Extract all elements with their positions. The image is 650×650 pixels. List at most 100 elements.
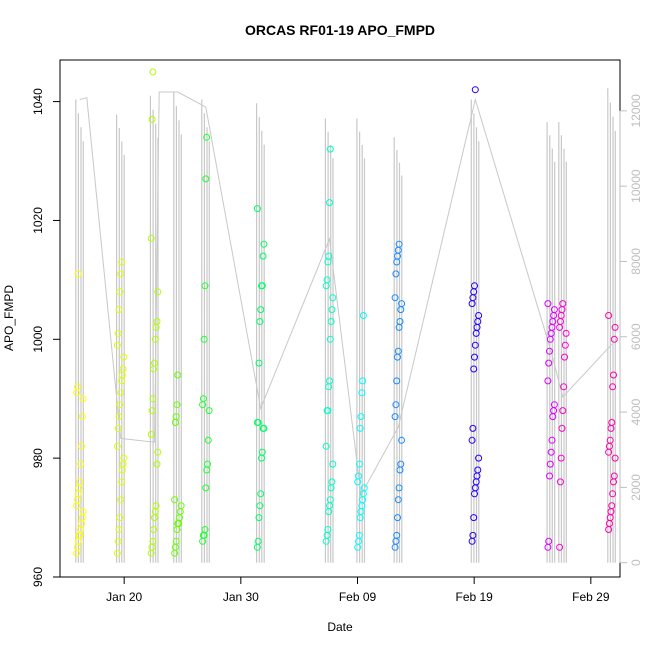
data-point: [202, 484, 210, 492]
data-point: [394, 496, 402, 504]
data-point: [326, 377, 333, 385]
y-tick-label: 960: [31, 567, 45, 587]
data-point: [200, 335, 208, 343]
y-axis-right: 0 2000 4000 6000 8000 10000 12000: [619, 94, 643, 566]
data-point: [113, 442, 121, 450]
data-point: [117, 270, 125, 278]
y-tick-label: 980: [31, 448, 45, 468]
data-point: [557, 454, 565, 462]
data-point: [356, 424, 364, 432]
data-point: [74, 270, 82, 278]
data-point: [177, 502, 185, 510]
data-point: [202, 175, 210, 183]
data-point: [201, 526, 209, 533]
data-point: [116, 401, 124, 409]
data-point: [471, 341, 479, 349]
data-point: [326, 335, 334, 343]
data-point: [322, 442, 330, 450]
data-point: [392, 270, 400, 278]
data-point: [256, 318, 264, 325]
data-point: [355, 531, 363, 539]
data-point: [605, 312, 613, 319]
data-point: [154, 448, 162, 456]
data-point: [357, 413, 365, 421]
data-point: [204, 436, 212, 444]
data-point: [120, 353, 128, 361]
data-point: [556, 478, 564, 486]
x-tick-label: Feb 29: [572, 590, 610, 604]
data-point: [358, 389, 366, 397]
y2-tick-label: 6000: [629, 323, 643, 350]
data-point: [323, 276, 331, 284]
data-point: [201, 282, 209, 290]
data-point: [115, 306, 123, 314]
data-point: [359, 377, 367, 385]
data-point: [324, 407, 332, 415]
data-point: [392, 401, 400, 409]
data-point: [556, 543, 564, 551]
data-point: [550, 401, 558, 409]
data-point: [77, 460, 85, 468]
data-point: [204, 460, 211, 468]
data-point: [255, 359, 263, 367]
data-point: [475, 454, 483, 462]
data-point: [391, 413, 399, 421]
data-point: [469, 531, 477, 539]
data-point: [545, 537, 553, 545]
data-point: [153, 460, 161, 468]
data-point: [148, 115, 156, 123]
y-axis-label: APO_FMPD: [2, 285, 16, 351]
data-point: [562, 329, 570, 337]
data-point: [151, 335, 159, 343]
data-point: [173, 401, 181, 409]
data-point: [610, 472, 618, 480]
y-axis-left: 960 980 1000 1020 1040: [31, 88, 60, 587]
data-point: [474, 466, 482, 474]
data-point: [394, 514, 401, 522]
data-point: [611, 323, 619, 331]
data-point: [560, 383, 568, 391]
data-point: [561, 353, 568, 361]
data-point: [561, 341, 569, 349]
y-tick-label: 1040: [31, 88, 45, 115]
data-point: [203, 133, 211, 141]
data-point: [149, 537, 157, 545]
data-point: [172, 413, 180, 421]
data-point: [359, 312, 367, 319]
data-point: [328, 478, 336, 486]
data-point: [148, 407, 156, 415]
data-point: [393, 531, 401, 539]
data-point: [391, 294, 399, 302]
data-point: [610, 335, 618, 343]
data-point: [114, 537, 122, 545]
data-point: [114, 329, 122, 337]
data-point: [329, 294, 337, 302]
data-point: [471, 282, 478, 290]
data-point: [171, 496, 179, 504]
data-point: [151, 359, 158, 367]
data-point: [256, 502, 264, 510]
data-points: [73, 68, 619, 557]
data-point: [78, 413, 86, 421]
data-point: [114, 424, 122, 432]
y2-tick-label: 8000: [629, 248, 643, 275]
data-point: [394, 347, 402, 355]
data-point: [325, 252, 333, 260]
data-point: [117, 496, 125, 504]
data-point: [255, 514, 263, 522]
data-point: [79, 395, 87, 403]
data-point: [149, 68, 157, 76]
data-point: [115, 526, 123, 533]
data-point: [326, 496, 334, 504]
data-point: [153, 318, 161, 325]
data-point: [550, 306, 558, 314]
data-point: [396, 318, 404, 325]
data-point: [172, 537, 180, 545]
data-point: [116, 514, 124, 522]
x-axis-label: Date: [327, 620, 353, 634]
x-tick-label: Jan 20: [106, 590, 142, 604]
data-point: [120, 454, 128, 462]
data-point: [397, 460, 405, 468]
data-point: [609, 383, 617, 391]
